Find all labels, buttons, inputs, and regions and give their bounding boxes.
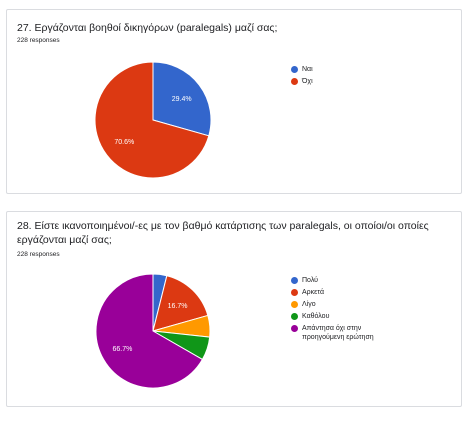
slice-label-5: 66.7% bbox=[112, 346, 132, 353]
question-card-28: 28. Είστε ικανοποιημένοι/-ες με τον βαθμ… bbox=[6, 211, 462, 407]
legend-swatch bbox=[291, 277, 298, 284]
pie-chart: 16.7% 66.7% bbox=[95, 273, 211, 389]
legend-label: Όχι bbox=[302, 78, 313, 85]
chart-legend: Πολύ Αρκετά Λίγο Καθόλου Απάντησα όχι στην π… bbox=[291, 276, 392, 345]
pie-slice-1 bbox=[152, 61, 212, 137]
legend-item-4: Καθόλου bbox=[291, 312, 392, 321]
response-count: 228 responses bbox=[17, 37, 60, 44]
legend-swatch bbox=[291, 313, 298, 320]
slice-label-2: 70.6% bbox=[114, 139, 134, 146]
legend-swatch bbox=[291, 66, 298, 73]
legend-label: Λίγο bbox=[302, 301, 316, 308]
legend-label: Καθόλου bbox=[302, 313, 330, 320]
question-card-27: 27. Εργάζονται βοηθοί δικηγόρων (paraleg… bbox=[6, 9, 462, 194]
question-title: 27. Εργάζονται βοηθοί δικηγόρων (paraleg… bbox=[17, 22, 278, 34]
legend-swatch bbox=[291, 301, 298, 308]
legend-swatch bbox=[291, 78, 298, 85]
legend-swatch bbox=[291, 289, 298, 296]
legend-item-2: Όχι bbox=[291, 77, 392, 86]
legend-label: Αρκετά bbox=[302, 289, 324, 296]
legend-label: Απάντησα όχι στην προηγούμενη ερώτηση bbox=[302, 325, 374, 341]
pie-slice-5 bbox=[95, 273, 204, 389]
legend-swatch bbox=[291, 325, 298, 332]
pie-chart: 29.4% 70.6% bbox=[94, 61, 212, 179]
legend-label: Ναι bbox=[302, 66, 313, 73]
chart-legend: Ναι Όχι bbox=[291, 65, 392, 89]
legend-label: Πολύ bbox=[302, 277, 318, 284]
legend-item-5: Απάντησα όχι στην προηγούμενη ερώτηση bbox=[291, 324, 392, 342]
slice-label-2: 16.7% bbox=[168, 303, 188, 310]
legend-item-1: Πολύ bbox=[291, 276, 392, 285]
pie-slice-2 bbox=[94, 61, 210, 179]
legend-item-2: Αρκετά bbox=[291, 288, 392, 297]
question-title: 28. Είστε ικανοποιημένοι/-ες με τον βαθμ… bbox=[17, 220, 429, 246]
legend-item-1: Ναι bbox=[291, 65, 392, 74]
pie-slice-2 bbox=[152, 275, 209, 332]
slice-label-1: 29.4% bbox=[172, 96, 192, 103]
legend-item-3: Λίγο bbox=[291, 300, 392, 309]
response-count: 228 responses bbox=[17, 251, 60, 258]
